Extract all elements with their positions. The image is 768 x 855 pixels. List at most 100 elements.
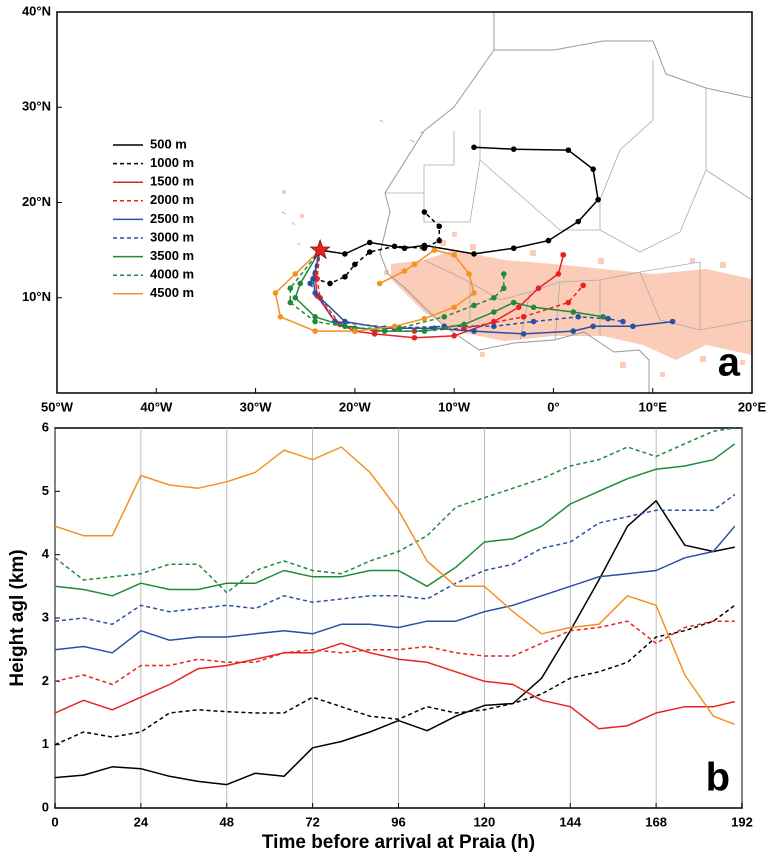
trajectory-point bbox=[376, 280, 383, 287]
trajectory-point bbox=[352, 261, 358, 268]
height-line bbox=[54, 427, 735, 594]
trajectory-point bbox=[530, 304, 537, 311]
trajectory-point bbox=[297, 280, 304, 287]
trajectory-point bbox=[669, 318, 676, 325]
trajectory-point bbox=[491, 309, 497, 315]
trajectory-point bbox=[287, 299, 294, 306]
x-axis-title: Time before arrival at Praia (h) bbox=[262, 832, 535, 853]
x-tick-label: 168 bbox=[645, 814, 667, 829]
trajectory-point bbox=[312, 290, 318, 296]
trajectory-point bbox=[312, 328, 318, 334]
height-line bbox=[54, 525, 736, 654]
trajectory-point bbox=[565, 299, 572, 306]
trajectory-point bbox=[396, 325, 403, 332]
trajectory-point bbox=[461, 321, 467, 328]
trajectory-point bbox=[366, 239, 373, 246]
trajectory-point bbox=[580, 282, 587, 289]
trajectory-point bbox=[292, 271, 299, 277]
trajectory-point bbox=[391, 243, 398, 250]
trajectory-point bbox=[620, 318, 626, 325]
trajectory-point bbox=[401, 268, 408, 274]
trajectory-point bbox=[471, 302, 477, 309]
trajectory-point bbox=[471, 328, 477, 334]
trajectory-point bbox=[520, 314, 527, 320]
x-tick-label: 10°W bbox=[438, 399, 471, 414]
dust-region bbox=[391, 250, 752, 360]
height-line bbox=[54, 443, 736, 597]
trajectory-point bbox=[630, 323, 636, 330]
trajectory-point bbox=[575, 314, 582, 320]
height-line bbox=[54, 620, 735, 686]
height-line bbox=[54, 493, 736, 626]
legend-label: 1000 m bbox=[150, 155, 194, 170]
trajectory-point bbox=[595, 196, 601, 203]
trajectory-point bbox=[431, 247, 438, 253]
y-tick-label: 1 bbox=[42, 736, 49, 751]
trajectory-point bbox=[575, 218, 582, 225]
trajectory-point bbox=[307, 280, 313, 287]
trajectory-point bbox=[342, 323, 348, 330]
y-tick-label: 20°N bbox=[22, 194, 51, 209]
trajectory-point bbox=[421, 245, 428, 252]
trajectory-point bbox=[314, 275, 320, 282]
x-tick-label: 96 bbox=[391, 814, 405, 829]
y-tick-label: 3 bbox=[42, 609, 49, 624]
height-line bbox=[54, 500, 735, 786]
x-tick-label: 0 bbox=[51, 814, 58, 829]
trajectory-point bbox=[471, 290, 477, 296]
trajectory-point bbox=[436, 237, 443, 244]
trajectory-point bbox=[272, 290, 279, 296]
trajectory-point bbox=[545, 237, 552, 244]
trajectory-point bbox=[471, 144, 477, 151]
legend-label: 2500 m bbox=[150, 211, 194, 226]
x-tick-label: 120 bbox=[474, 814, 496, 829]
trajectory-point bbox=[451, 304, 457, 311]
trajectory-point bbox=[510, 146, 517, 152]
y-tick-label: 4 bbox=[42, 546, 50, 561]
y-tick-label: 30°N bbox=[22, 99, 51, 114]
trajectory-point bbox=[510, 299, 517, 306]
x-tick-label: 144 bbox=[559, 814, 581, 829]
x-tick-label: 72 bbox=[305, 814, 319, 829]
legend-label: 500 m bbox=[150, 136, 187, 151]
trajectory-point bbox=[451, 333, 457, 339]
trajectory-point bbox=[436, 223, 443, 230]
trajectory-point bbox=[342, 251, 348, 257]
islands bbox=[281, 119, 425, 245]
x-tick-label: 24 bbox=[134, 814, 149, 829]
trajectory bbox=[319, 146, 599, 255]
trajectory-point bbox=[600, 314, 606, 320]
y-tick-label: 0 bbox=[42, 799, 49, 814]
trajectory-point bbox=[381, 328, 388, 334]
trajectory-point bbox=[565, 147, 572, 153]
map-background bbox=[281, 12, 753, 393]
trajectory-point bbox=[411, 261, 418, 268]
trajectory-point bbox=[530, 318, 537, 325]
panel-label: a bbox=[718, 341, 741, 385]
legend-label: 2000 m bbox=[150, 192, 194, 207]
trajectory-point bbox=[327, 280, 333, 287]
trajectory-point bbox=[570, 328, 577, 334]
trajectory-point bbox=[471, 251, 477, 257]
trajectory-point bbox=[510, 245, 517, 252]
height-line bbox=[54, 642, 735, 730]
trajectory-point bbox=[287, 285, 294, 292]
y-tick-label: 6 bbox=[42, 419, 49, 434]
trajectory-point bbox=[590, 166, 596, 172]
trajectory-point bbox=[491, 323, 497, 330]
x-tick-label: 48 bbox=[220, 814, 234, 829]
x-tick-label: 20°E bbox=[738, 399, 767, 414]
trajectory-point bbox=[515, 304, 522, 311]
trajectory-point bbox=[500, 285, 507, 292]
legend-label: 1500 m bbox=[150, 174, 194, 189]
x-tick-label: 192 bbox=[731, 814, 753, 829]
trajectory bbox=[309, 249, 624, 329]
x-tick-label: 0° bbox=[547, 399, 559, 414]
x-tick-label: 30°W bbox=[240, 399, 273, 414]
legend-label: 3500 m bbox=[150, 248, 194, 263]
trajectory-point bbox=[352, 328, 358, 334]
trajectory-point bbox=[312, 318, 318, 325]
y-tick-label: 10°N bbox=[22, 289, 51, 304]
trajectory-point bbox=[441, 314, 448, 320]
